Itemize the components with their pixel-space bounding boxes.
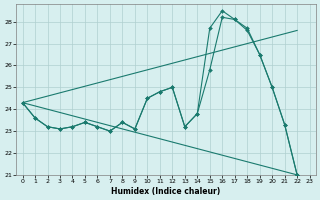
X-axis label: Humidex (Indice chaleur): Humidex (Indice chaleur) [111,187,221,196]
